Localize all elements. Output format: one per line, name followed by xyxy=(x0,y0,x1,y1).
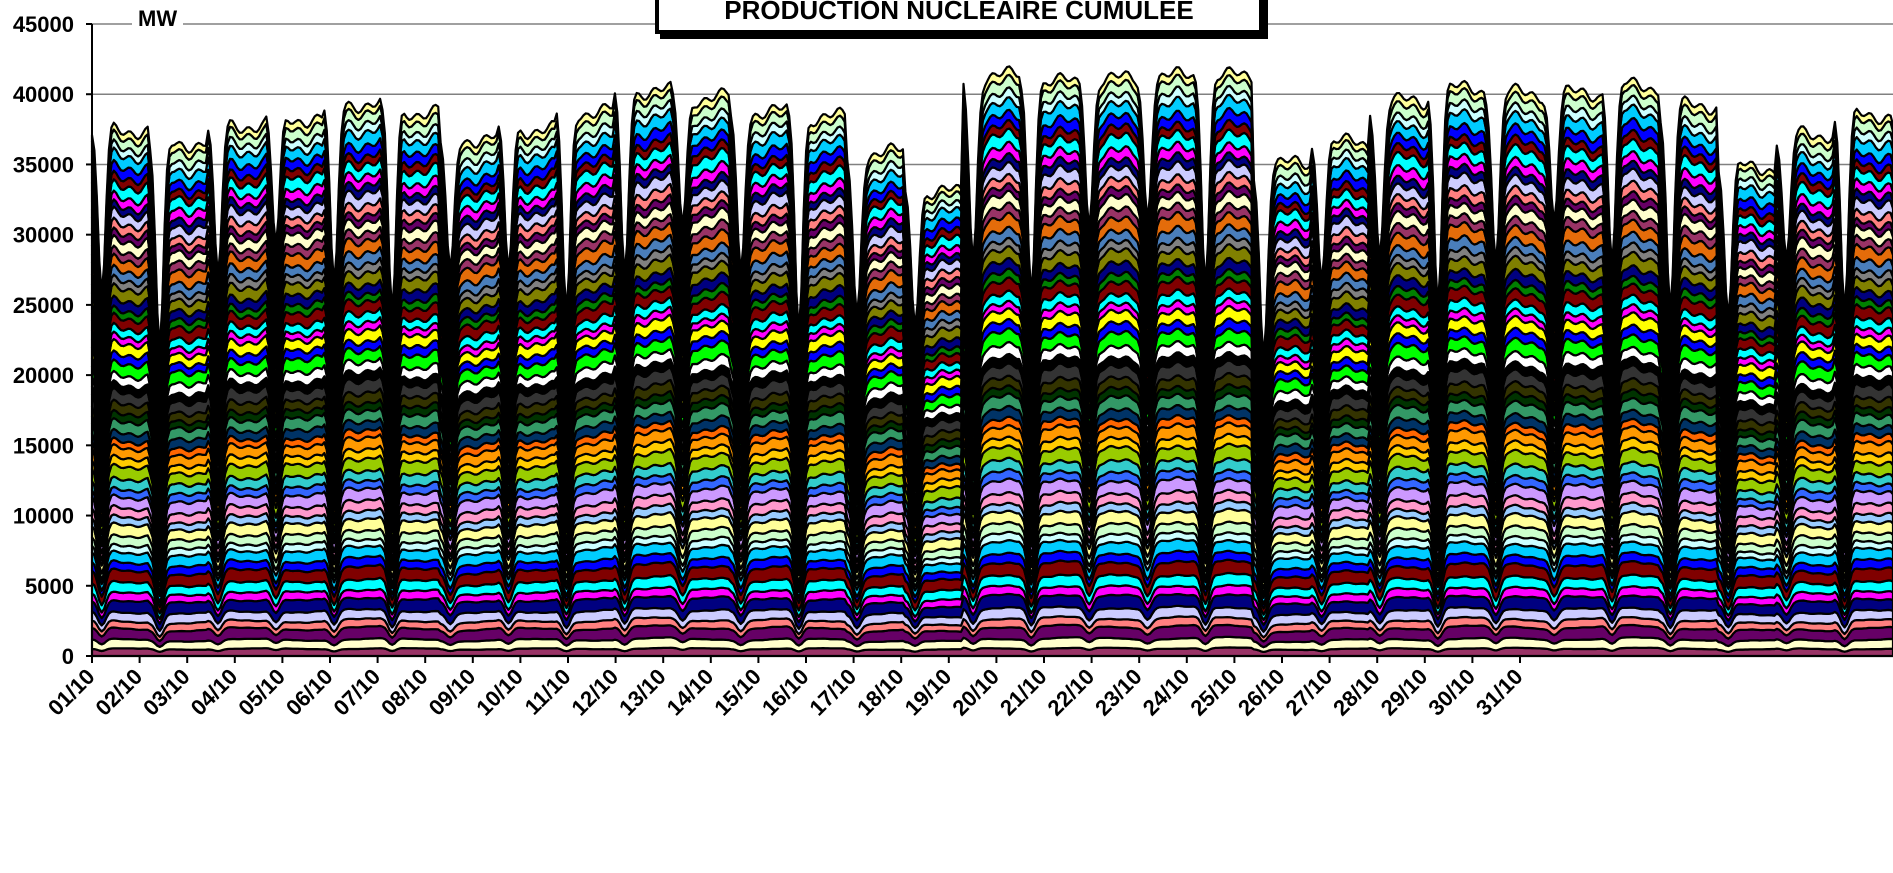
y-tick-label: 20000 xyxy=(13,363,74,388)
x-tick-label: 22/10 xyxy=(1043,664,1100,721)
y-tick-label: 40000 xyxy=(13,82,74,107)
x-tick-label: 13/10 xyxy=(614,664,671,721)
y-tick-label: 5000 xyxy=(25,574,74,599)
y-tick-label: 25000 xyxy=(13,293,74,318)
x-tick-label: 25/10 xyxy=(1185,664,1242,721)
x-tick-label: 28/10 xyxy=(1328,664,1385,721)
x-tick-label: 14/10 xyxy=(662,664,719,721)
series-area xyxy=(90,65,1893,364)
x-tick-label: 31/10 xyxy=(1471,664,1528,721)
x-tick-label: 17/10 xyxy=(805,664,862,721)
y-tick-label: 10000 xyxy=(13,504,74,529)
x-tick-label: 27/10 xyxy=(1281,664,1338,721)
x-tick-label: 29/10 xyxy=(1376,664,1433,721)
x-tick-label: 02/10 xyxy=(91,664,148,721)
y-tick-label: 45000 xyxy=(13,12,74,37)
series-areas xyxy=(90,65,1893,658)
x-tick-label: 23/10 xyxy=(1090,664,1147,721)
x-tick-label: 26/10 xyxy=(1233,664,1290,721)
x-tick-label: 07/10 xyxy=(329,664,386,721)
x-tick-label: 30/10 xyxy=(1423,664,1480,721)
x-tick-label: 06/10 xyxy=(281,664,338,721)
x-tick-label: 05/10 xyxy=(233,664,290,721)
x-tick-label: 08/10 xyxy=(376,664,433,721)
x-tick-label: 19/10 xyxy=(900,664,957,721)
chart-title: PRODUCTION NUCLEAIRE CUMULEE xyxy=(655,0,1263,34)
y-tick-label: 30000 xyxy=(13,223,74,248)
x-tick-label: 20/10 xyxy=(947,664,1004,721)
y-tick-label: 0 xyxy=(62,644,74,669)
x-axis-tick-labels: 01/1002/1003/1004/1005/1006/1007/1008/10… xyxy=(43,656,1528,720)
x-tick-label: 04/10 xyxy=(186,664,243,721)
x-tick-label: 21/10 xyxy=(995,664,1052,721)
x-tick-label: 18/10 xyxy=(852,664,909,721)
axes xyxy=(91,24,1893,657)
x-tick-label: 15/10 xyxy=(709,664,766,721)
x-tick-label: 09/10 xyxy=(424,664,481,721)
x-tick-label: 24/10 xyxy=(1138,664,1195,721)
y-tick-label: 35000 xyxy=(13,152,74,177)
x-tick-label: 01/10 xyxy=(43,664,100,721)
y-axis-unit-label: MW xyxy=(132,6,184,32)
x-tick-label: 11/10 xyxy=(520,664,576,720)
y-axis-tick-labels: 0 5000 10000 15000 20000 25000 30000 35000 40000… xyxy=(13,12,92,669)
x-tick-label: 16/10 xyxy=(757,664,814,721)
x-tick-label: 12/10 xyxy=(567,664,624,721)
x-tick-label: 03/10 xyxy=(138,664,195,721)
x-tick-label: 10/10 xyxy=(471,664,528,721)
y-tick-label: 15000 xyxy=(13,433,74,458)
